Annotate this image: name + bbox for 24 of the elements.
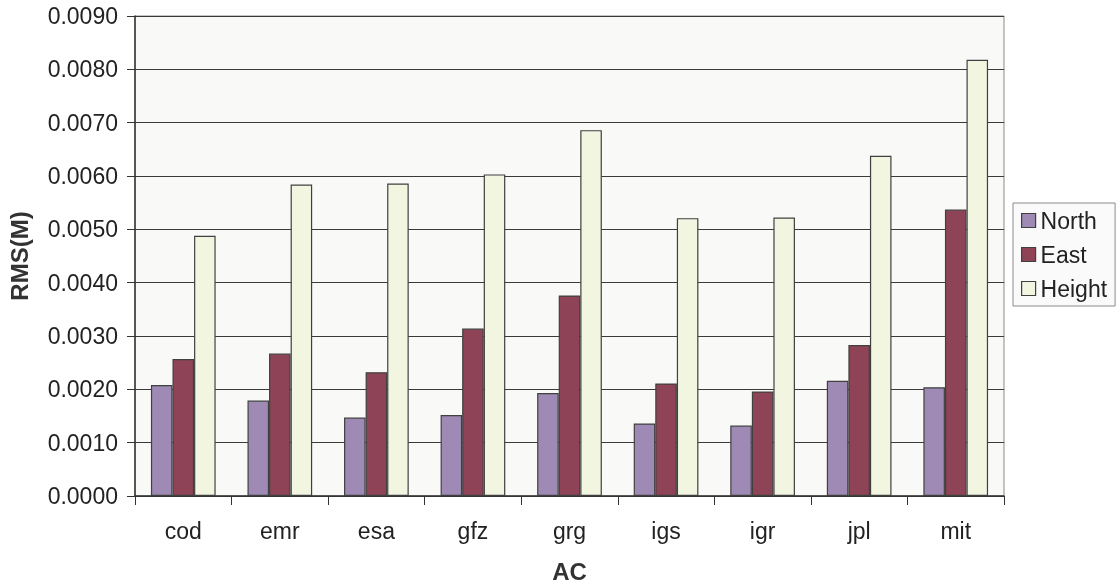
y-axis-title: RMS(M) bbox=[5, 211, 33, 301]
x-tick-label: emr bbox=[260, 517, 300, 544]
legend-label: Height bbox=[1040, 275, 1108, 302]
y-tick-label: 0.0020 bbox=[47, 376, 118, 403]
y-tick-label: 0.0070 bbox=[47, 109, 118, 136]
x-tick-label: gfz bbox=[457, 517, 489, 544]
x-tick-label: grg bbox=[552, 517, 587, 544]
y-tick-label: 0.0010 bbox=[47, 429, 118, 456]
y-tick-label: 0.0060 bbox=[47, 163, 118, 189]
x-tick-label: cod bbox=[164, 517, 202, 544]
x-tick-label: igs bbox=[651, 517, 681, 544]
y-tick-label: 0.0040 bbox=[47, 269, 118, 296]
x-tick-label: jpl bbox=[846, 517, 871, 544]
x-tick-label: mit bbox=[940, 517, 972, 544]
legend-label: North bbox=[1040, 207, 1097, 234]
y-tick-label: 0.0050 bbox=[47, 216, 118, 243]
y-tick-label: 0.0030 bbox=[47, 323, 118, 349]
x-axis-title: AC bbox=[552, 557, 587, 584]
legend-label: East bbox=[1040, 241, 1088, 268]
y-tick-label: 0.0000 bbox=[47, 483, 118, 509]
x-tick-label: esa bbox=[357, 517, 396, 544]
y-tick-label: 0.0080 bbox=[47, 56, 118, 83]
x-tick-label: igr bbox=[749, 517, 776, 544]
y-tick-label: 0.0090 bbox=[47, 3, 118, 29]
